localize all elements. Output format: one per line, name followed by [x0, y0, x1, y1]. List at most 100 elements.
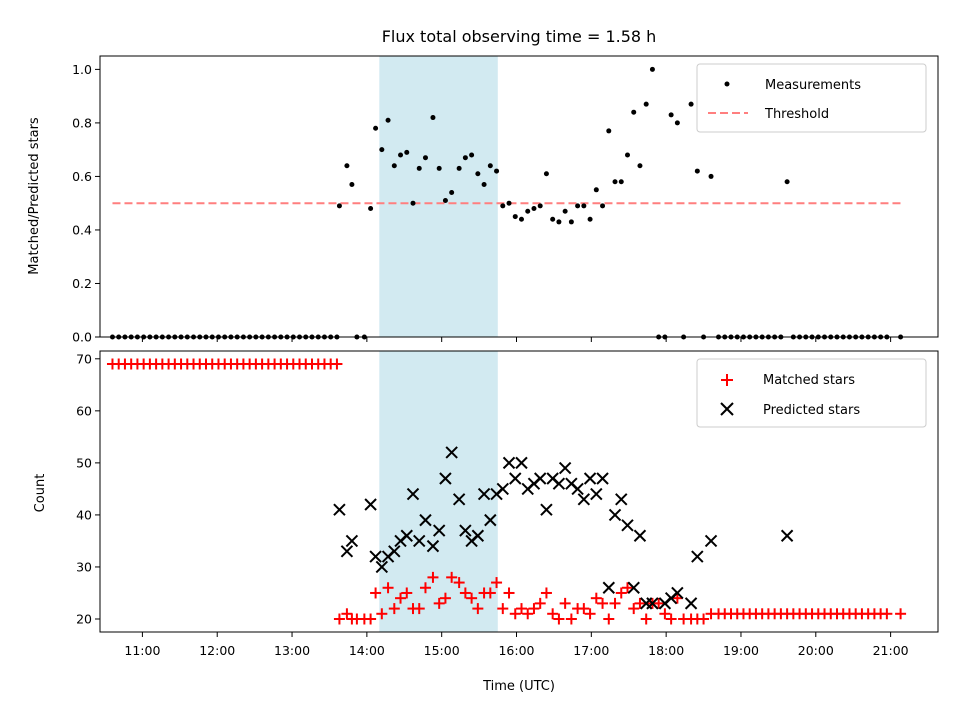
measurement-point — [430, 115, 436, 121]
measurement-point — [475, 171, 481, 177]
top-legend-box — [696, 63, 927, 133]
matched-star-point — [665, 613, 677, 625]
matched-star-point — [419, 582, 431, 594]
matched-star-point — [590, 592, 602, 604]
legend-predicted-label: Predicted stars — [763, 403, 860, 418]
y-tick-label: 30 — [76, 559, 92, 574]
matched-star-point — [578, 603, 590, 615]
matched-star-point — [553, 613, 565, 625]
predicted-star-point — [646, 597, 659, 610]
bottom-y-axis-label: Count — [33, 474, 48, 513]
predicted-star-point — [406, 487, 420, 501]
legend-matched-label: Matched stars — [763, 373, 855, 388]
y-tick-label: 20 — [76, 611, 92, 626]
bottom-axes-frame — [99, 350, 939, 633]
x-tick-label: 20:00 — [798, 643, 834, 658]
predicted-star-point — [369, 550, 382, 563]
predicted-star-point — [471, 529, 485, 542]
predicted-star-point — [477, 487, 491, 501]
measurement-point — [612, 179, 618, 185]
measurement-point — [481, 181, 487, 187]
measurement-point — [373, 125, 379, 131]
measurement-point — [708, 173, 714, 179]
predicted-star-point — [615, 493, 628, 506]
matched-star-point — [881, 608, 893, 620]
predicted-star-point — [432, 524, 446, 537]
matched-star-point — [659, 608, 671, 620]
matched-star-point — [597, 597, 609, 609]
predicted-star-point — [426, 539, 440, 553]
predicted-star-point — [340, 545, 354, 558]
measurement-point — [649, 66, 655, 72]
predicted-star-point — [558, 461, 572, 475]
measurement-point — [416, 165, 422, 171]
legend-matched-marker — [721, 374, 733, 386]
predicted-star-point — [633, 529, 647, 542]
top-legend: Measurements Threshold — [696, 63, 927, 133]
top-y-ticks: 0.0 0.2 0.4 0.6 0.8 1.0 — [72, 62, 100, 345]
predicted-star-point — [439, 472, 452, 485]
measurement-point — [606, 128, 612, 134]
measurement-point — [410, 200, 416, 206]
predicted-stars-points — [333, 446, 794, 610]
y-tick-label: 50 — [76, 455, 92, 470]
predicted-star-point — [571, 482, 584, 496]
measurement-point — [456, 165, 462, 171]
observing-window-span — [379, 56, 498, 337]
matched-star-point — [540, 587, 552, 599]
y-tick-label: 0.6 — [72, 169, 92, 184]
measurement-point — [525, 208, 531, 214]
x-tick-label: 13:00 — [274, 643, 310, 658]
x-tick-label: 18:00 — [648, 643, 684, 658]
measurement-point — [637, 163, 643, 169]
measurement-point — [688, 101, 694, 107]
measurement-point — [643, 101, 649, 107]
bottom-x-ticks: 11:00 12:00 13:00 14:00 15:00 16:00 17:00 18:00… — [124, 632, 909, 658]
matched-star-point — [609, 597, 621, 609]
legend-measurements-label: Measurements — [765, 78, 861, 93]
predicted-star-point — [684, 597, 698, 610]
bottom-legend: Matched stars Predicted stars — [696, 358, 927, 428]
x-tick-label: 21:00 — [873, 643, 909, 658]
matched-star-point — [698, 613, 710, 625]
measurement-point — [562, 208, 568, 214]
predicted-star-point — [596, 472, 609, 485]
measurement-point — [575, 203, 581, 209]
matched-star-point — [503, 587, 515, 599]
predicted-star-point — [590, 487, 603, 501]
matched-star-point — [433, 597, 445, 609]
matched-star-point — [671, 592, 683, 604]
measurement-point — [581, 203, 587, 209]
matched-star-point — [534, 597, 546, 609]
top-x-ticks — [141, 337, 892, 342]
matched-star-point — [341, 608, 353, 620]
measurement-point — [512, 214, 518, 220]
measurement-point — [494, 168, 500, 174]
measurement-point — [618, 179, 624, 185]
measurement-point — [404, 149, 410, 155]
measurement-point — [674, 120, 680, 126]
matched-star-point — [427, 571, 439, 583]
matched-star-point — [634, 597, 646, 609]
y-tick-label: 40 — [76, 507, 92, 522]
measurement-point — [543, 171, 549, 177]
counts-panel: Count Time (UTC) 20 30 40 50 60 70 11:00 12:00… — [33, 350, 939, 694]
matched-star-point — [453, 577, 465, 589]
measurement-point — [593, 187, 599, 193]
measurement-point — [550, 216, 556, 222]
predicted-star-point — [496, 482, 509, 496]
predicted-star-point — [608, 508, 622, 522]
predicted-star-point — [345, 534, 359, 548]
measurement-point — [631, 109, 637, 115]
predicted-star-point — [445, 446, 458, 459]
measurement-point — [500, 203, 506, 209]
measurement-point — [462, 155, 468, 161]
measurement-point — [398, 152, 404, 158]
x-tick-label: 19:00 — [723, 643, 759, 658]
predicted-star-point — [375, 560, 389, 574]
matched-star-point — [653, 597, 665, 609]
predicted-star-point — [577, 493, 591, 506]
matched-star-point — [466, 592, 478, 604]
top-axes-frame — [99, 55, 939, 338]
